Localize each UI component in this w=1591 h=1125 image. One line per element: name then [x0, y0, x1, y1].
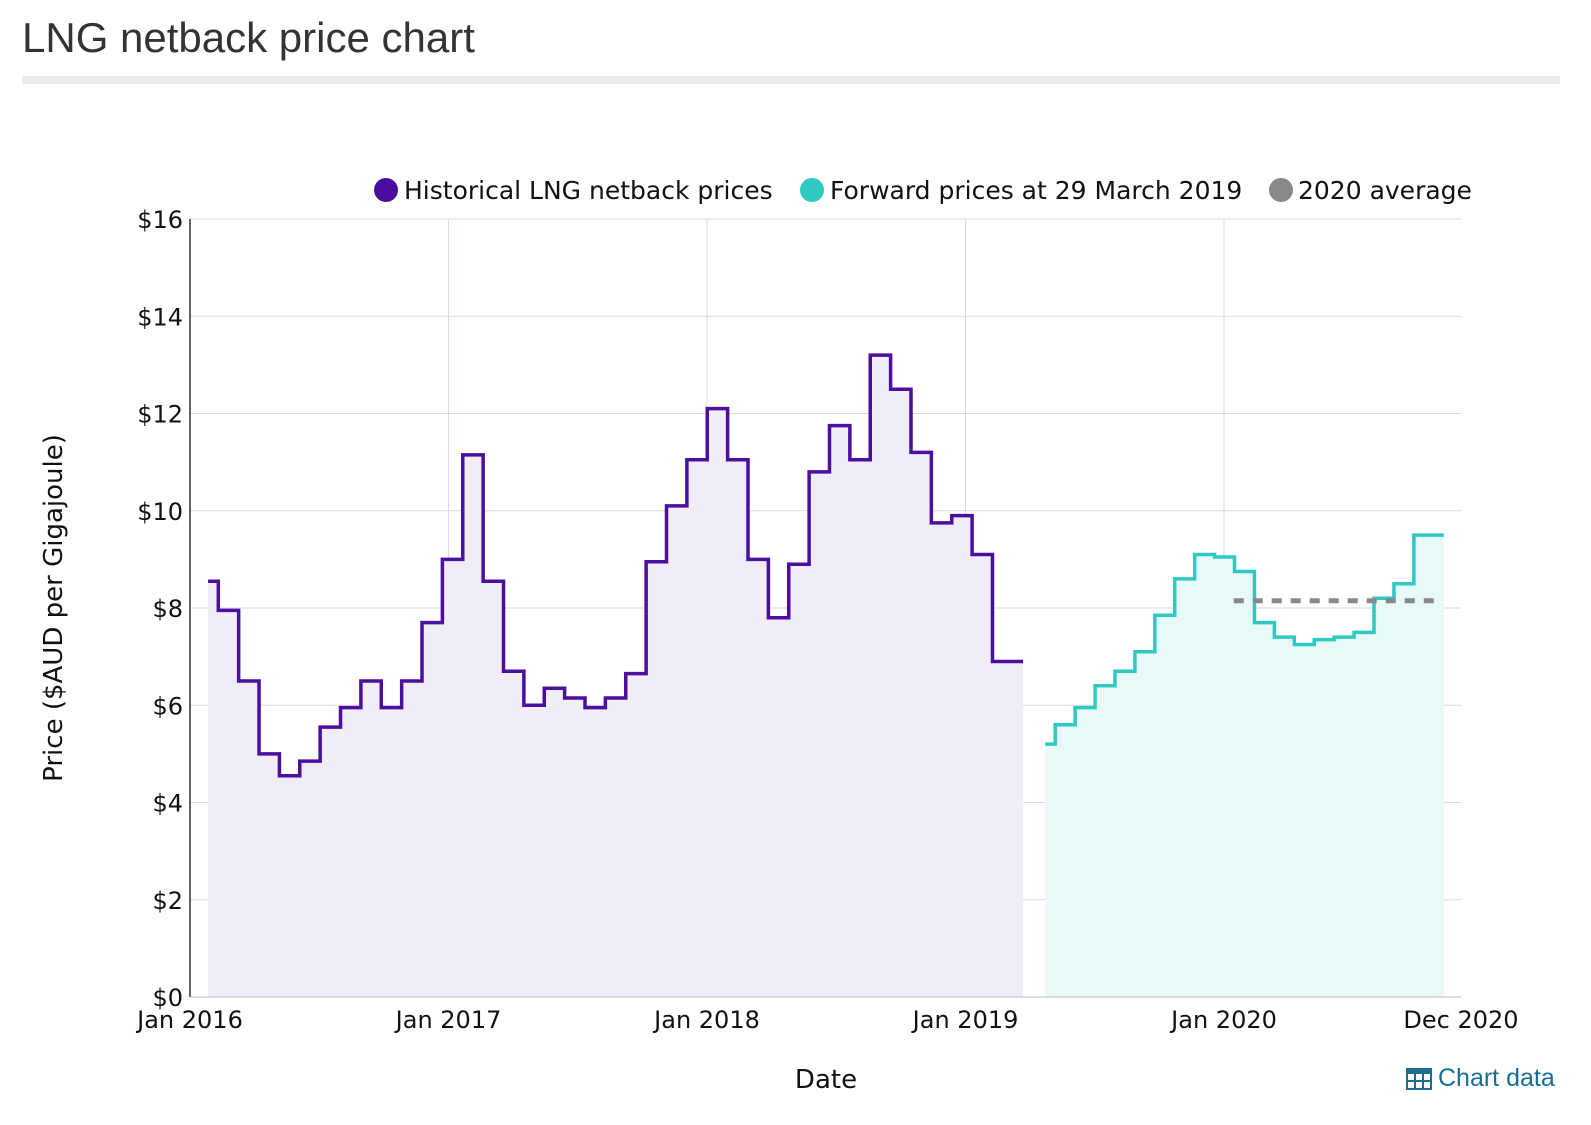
y-tick-label: $6 — [152, 692, 183, 720]
table-icon — [1406, 1067, 1432, 1090]
y-tick-label: $14 — [137, 303, 183, 331]
legend-label: 2020 average — [1298, 176, 1472, 205]
x-tick-label: Jan 2019 — [911, 1006, 1019, 1034]
x-axis-label: Date — [795, 1065, 857, 1095]
x-tick-label: Jan 2017 — [394, 1006, 502, 1034]
x-tick-label: Jan 2016 — [135, 1006, 243, 1034]
title-divider — [22, 76, 1560, 84]
y-tick-label: $4 — [152, 790, 183, 818]
legend-marker-2 — [1269, 178, 1293, 202]
legend-marker-1 — [800, 178, 824, 202]
legend-marker-0 — [374, 178, 398, 202]
historical-area — [208, 355, 1024, 997]
y-axis-label: Price ($AUD per Gigajoule) — [39, 434, 69, 782]
x-tick-label: Jan 2020 — [1169, 1006, 1277, 1034]
legend-label: Forward prices at 29 March 2019 — [830, 176, 1242, 205]
y-tick-label: $10 — [137, 498, 183, 526]
forward-line — [1045, 533, 1444, 746]
y-tick-label: $8 — [152, 595, 183, 623]
forward-area — [1045, 535, 1444, 997]
historical-line — [208, 353, 1024, 778]
page-title: LNG netback price chart — [22, 14, 475, 61]
x-tick-label: Dec 2020 — [1403, 1006, 1518, 1034]
y-tick-label: $12 — [137, 401, 183, 429]
legend-label: Historical LNG netback prices — [404, 176, 773, 205]
x-tick-label: Jan 2018 — [652, 1006, 760, 1034]
y-tick-label: $16 — [137, 206, 183, 234]
y-tick-label: $2 — [152, 887, 183, 915]
chart-data-label: Chart data — [1438, 1064, 1555, 1092]
chart-data-link[interactable]: Chart data — [1406, 1064, 1555, 1093]
y-tick-label: $0 — [152, 984, 183, 1012]
